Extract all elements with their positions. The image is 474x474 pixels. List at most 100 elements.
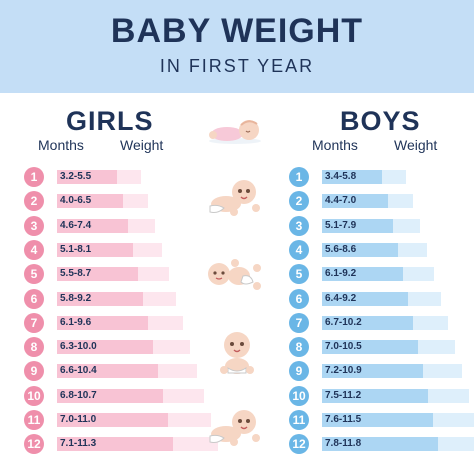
weight-bar: 5.1-8.1	[57, 243, 162, 257]
weight-bar: 5.5-8.7	[57, 267, 169, 281]
girls-weight-header: Weight	[120, 137, 164, 153]
weight-bar-fill	[322, 170, 382, 184]
weight-bar-fill	[57, 389, 163, 403]
weight-range: 7.6-11.5	[325, 414, 362, 425]
weight-bar: 7.6-11.5	[322, 413, 474, 427]
month-badge: 2	[289, 191, 309, 211]
weight-range: 4.4-7.0	[325, 195, 357, 206]
weight-range: 4.6-7.4	[60, 220, 92, 231]
weight-bar: 6.7-10.2	[322, 316, 448, 330]
month-badge: 8	[289, 337, 309, 357]
month-badge: 6	[24, 289, 44, 309]
sleeping-baby-icon	[209, 120, 261, 144]
header-banner: BABY WEIGHT IN FIRST YEAR	[0, 0, 474, 93]
weight-bar: 6.1-9.6	[57, 316, 183, 330]
weight-bar: 5.8-9.2	[57, 292, 176, 306]
weight-range: 6.1-9.2	[325, 268, 357, 279]
weight-range: 7.2-10.9	[325, 365, 362, 376]
weight-bar: 6.3-10.0	[57, 340, 190, 354]
month-badge: 9	[24, 361, 44, 381]
weight-range: 3.2-5.5	[60, 171, 92, 182]
month-badge: 7	[289, 313, 309, 333]
weight-bar-fill	[322, 389, 428, 403]
weight-bar: 4.6-7.4	[57, 219, 155, 233]
weight-range: 3.4-5.8	[325, 171, 357, 182]
weight-bar: 6.8-10.7	[57, 389, 204, 403]
weight-bar-fill	[57, 413, 168, 427]
month-badge: 4	[24, 240, 44, 260]
weight-bar: 7.2-10.9	[322, 364, 462, 378]
month-badge: 11	[289, 410, 309, 430]
weight-bar-fill	[57, 316, 148, 330]
weight-range: 6.1-9.6	[60, 317, 92, 328]
weight-range: 5.1-8.1	[60, 244, 92, 255]
weight-bar-fill	[322, 243, 398, 257]
weight-bar: 7.0-10.5	[322, 340, 455, 354]
crawling-baby-icon	[209, 410, 260, 446]
boys-title: BOYS	[340, 106, 421, 136]
month-badge: 12	[289, 434, 309, 454]
lying-baby-icon	[208, 259, 261, 290]
weight-bar-fill	[322, 364, 423, 378]
weight-bar: 6.4-9.2	[322, 292, 441, 306]
weight-bar: 7.8-11.8	[322, 437, 474, 451]
crawling-baby-icon	[209, 180, 260, 216]
month-badge: 9	[289, 361, 309, 381]
weight-range: 6.3-10.0	[60, 341, 97, 352]
weight-bar-fill	[322, 413, 433, 427]
weight-bar: 3.2-5.5	[57, 170, 141, 184]
weight-range: 6.4-9.2	[325, 293, 357, 304]
weight-bar-fill	[57, 170, 117, 184]
month-badge: 8	[24, 337, 44, 357]
girls-title: GIRLS	[66, 106, 154, 136]
weight-bar: 4.0-6.5	[57, 194, 148, 208]
page-title: BABY WEIGHT	[110, 12, 364, 50]
month-badge: 5	[24, 264, 44, 284]
boys-months-header: Months	[312, 137, 358, 153]
month-badge: 6	[289, 289, 309, 309]
weight-bar-fill	[322, 316, 413, 330]
month-badge: 10	[24, 386, 44, 406]
weight-bar-fill	[57, 243, 133, 257]
weight-bar: 3.4-5.8	[322, 170, 406, 184]
weight-range: 5.6-8.6	[325, 244, 357, 255]
weight-bar: 6.6-10.4	[57, 364, 197, 378]
weight-bar: 6.1-9.2	[322, 267, 434, 281]
weight-bar: 7.0-11.0	[57, 413, 211, 427]
weight-range: 7.0-11.0	[60, 414, 97, 425]
month-badge: 4	[289, 240, 309, 260]
weight-range: 7.0-10.5	[325, 341, 362, 352]
weight-bar: 5.1-7.9	[322, 219, 420, 233]
month-badge: 11	[24, 410, 44, 430]
weight-range: 4.0-6.5	[60, 195, 92, 206]
weight-range: 6.8-10.7	[60, 390, 97, 401]
month-badge: 5	[289, 264, 309, 284]
month-badge: 12	[24, 434, 44, 454]
weight-bar: 7.1-11.3	[57, 437, 218, 451]
page-subtitle: IN FIRST YEAR	[159, 56, 315, 76]
weight-range: 6.7-10.2	[325, 317, 362, 328]
weight-bar-fill	[57, 267, 138, 281]
weight-bar: 7.5-11.2	[322, 389, 469, 403]
weight-range: 5.1-7.9	[325, 220, 357, 231]
weight-range: 5.8-9.2	[60, 293, 92, 304]
weight-bar-fill	[322, 340, 418, 354]
month-badge: 7	[24, 313, 44, 333]
boys-weight-header: Weight	[394, 137, 438, 153]
weight-bar-fill	[322, 437, 438, 451]
weight-bar-fill	[322, 194, 388, 208]
weight-bar: 4.4-7.0	[322, 194, 413, 208]
month-badge: 3	[289, 216, 309, 236]
weight-bar-fill	[57, 292, 143, 306]
month-badge: 10	[289, 386, 309, 406]
weight-range: 7.8-11.8	[325, 438, 362, 449]
weight-range: 5.5-8.7	[60, 268, 92, 279]
weight-bar-fill	[322, 267, 403, 281]
weight-bar-fill	[57, 219, 128, 233]
weight-range: 7.5-11.2	[325, 390, 362, 401]
weight-bar-fill	[57, 364, 158, 378]
girls-months-header: Months	[38, 137, 84, 153]
sitting-baby-icon	[220, 332, 254, 374]
month-badge: 3	[24, 216, 44, 236]
weight-range: 6.6-10.4	[60, 365, 97, 376]
